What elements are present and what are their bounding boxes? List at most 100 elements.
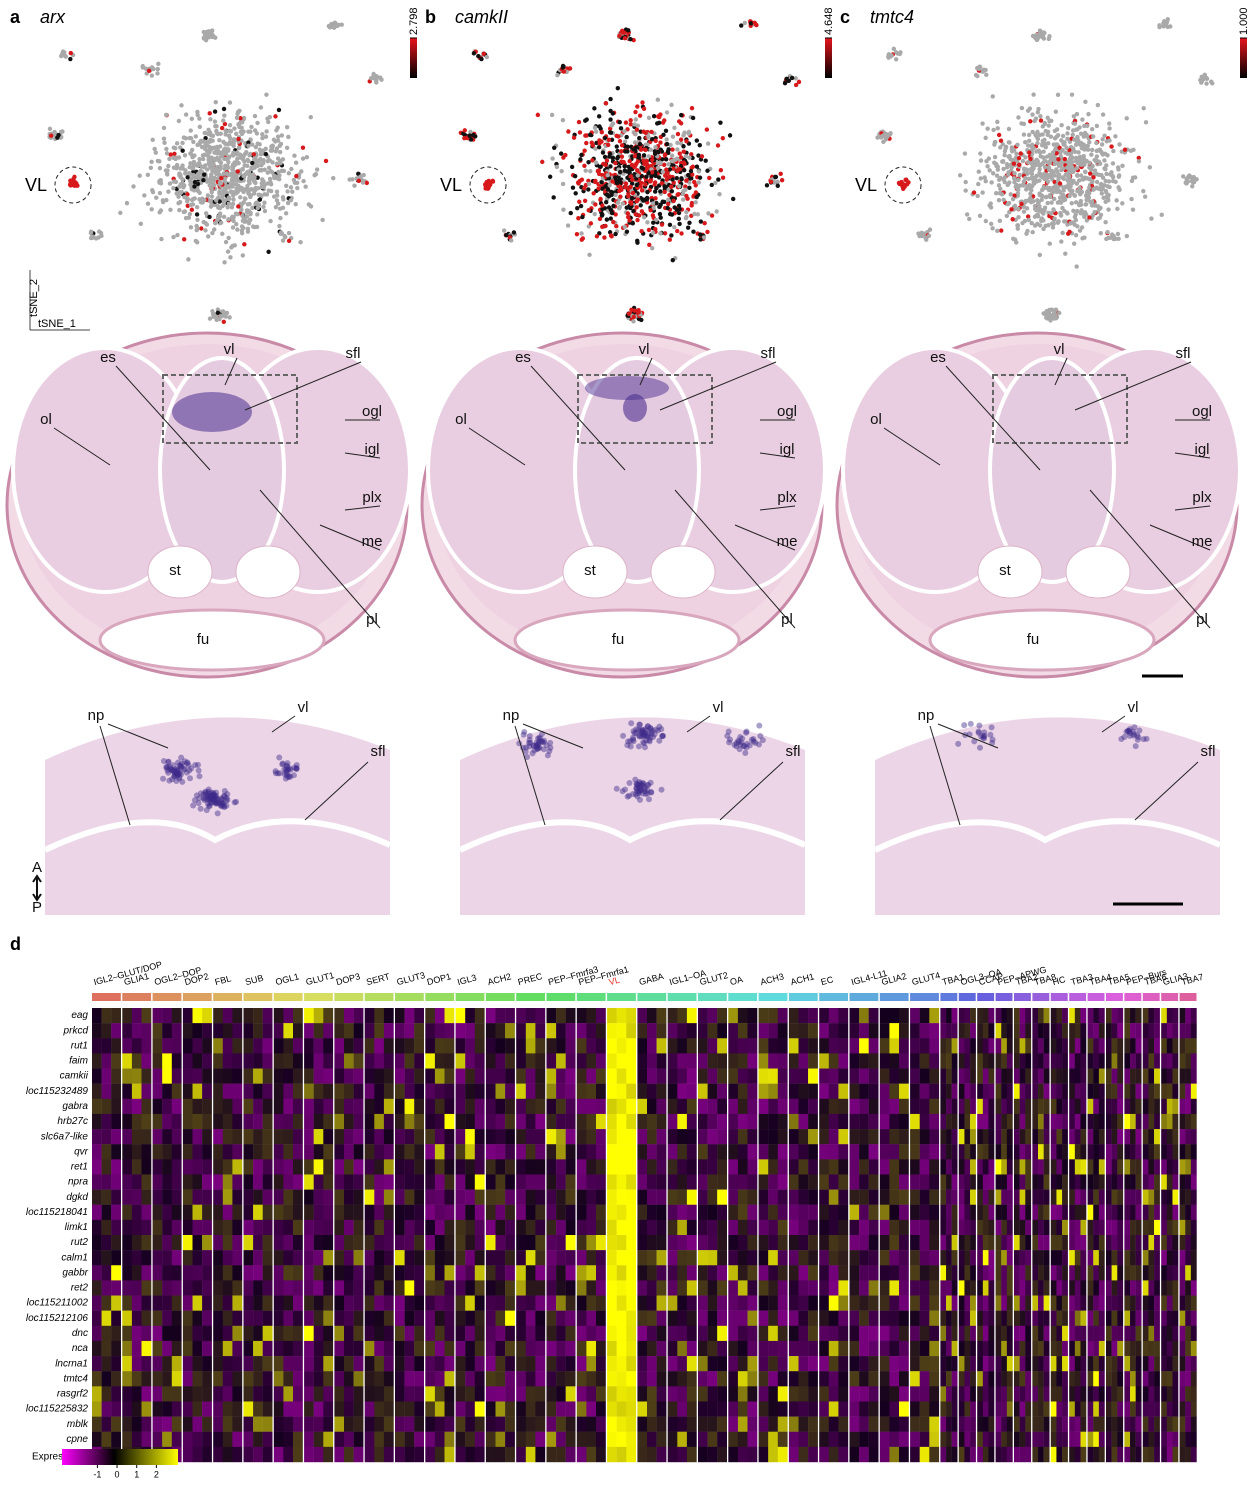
heat-cell (193, 1008, 203, 1023)
tsne-dot (706, 141, 710, 145)
heat-cell (475, 1038, 485, 1053)
stain-dot (968, 721, 974, 727)
tsne-dot (884, 137, 888, 141)
tsne-dot (1077, 178, 1081, 182)
heat-cell (183, 1326, 193, 1341)
heat-cell (414, 1417, 424, 1432)
heat-cell (384, 1432, 394, 1447)
heat-cell (162, 1280, 172, 1295)
tsne-dot (226, 249, 230, 253)
heat-cell (304, 1265, 314, 1280)
heat-cell (274, 1447, 284, 1462)
tsne-dot (611, 220, 615, 224)
tsne-dot (303, 185, 307, 189)
tsne-dot (924, 238, 928, 242)
tsne-dot (681, 197, 685, 201)
heat-cell (232, 1220, 242, 1235)
heat-cell (334, 1023, 344, 1038)
heat-cell (193, 1326, 203, 1341)
heat-cell (122, 1280, 132, 1295)
tsne-dot (206, 132, 210, 136)
tsne-dot (641, 159, 645, 163)
heat-cell (365, 1356, 375, 1371)
tsne-dot (1137, 159, 1141, 163)
cluster-label: OGL1 (274, 971, 300, 987)
heat-cell (122, 1235, 132, 1250)
heat-cell (92, 1220, 102, 1235)
heat-cell (384, 1190, 394, 1205)
heat-cell (274, 1084, 284, 1099)
heat-cell (244, 1296, 254, 1311)
heat-cell (314, 1205, 324, 1220)
tsne-dot (248, 195, 252, 199)
heat-cell (223, 1190, 233, 1205)
tsne-dot (672, 225, 676, 229)
heat-cell (323, 1401, 333, 1416)
tsne-dot (963, 188, 967, 192)
heat-cell (395, 1296, 405, 1311)
tsne-dot (622, 164, 626, 168)
heat-cell (274, 1432, 284, 1447)
tsne-dot (642, 215, 646, 219)
tsne-dot (1106, 207, 1110, 211)
tsne-dot (669, 185, 673, 189)
heat-cell (323, 1129, 333, 1144)
tsne-dot (583, 133, 587, 137)
heat-cell (365, 1371, 375, 1386)
heat-cell (425, 1326, 435, 1341)
heat-cell (232, 1356, 242, 1371)
heat-cell (244, 1069, 254, 1084)
heat-cell (445, 1250, 455, 1265)
heat-cell (414, 1069, 424, 1084)
heat-cell (354, 1038, 364, 1053)
tsne-dot (625, 205, 629, 209)
heat-cell (354, 1417, 364, 1432)
tsne-dot (1149, 216, 1153, 220)
heat-cell (293, 1144, 303, 1159)
heat-cell (323, 1326, 333, 1341)
heat-cell (374, 1190, 384, 1205)
cluster-label: GLUT1 (305, 970, 336, 987)
tsne-dot (471, 133, 475, 137)
heat-cell (314, 1386, 324, 1401)
heat-cell (405, 1084, 415, 1099)
tsne-dot (168, 208, 172, 212)
heat-cell (102, 1205, 112, 1220)
heat-cell (244, 1417, 254, 1432)
tsne-dot (236, 110, 240, 114)
heat-cell (445, 1356, 455, 1371)
tsne-dot (571, 185, 575, 189)
tsne-dot (717, 192, 721, 196)
heat-cell (111, 1417, 121, 1432)
heat-cell (344, 1038, 354, 1053)
cluster-bar (365, 993, 394, 1001)
tsne-dot (324, 159, 328, 163)
tsne-dot (596, 186, 600, 190)
heat-cell (365, 1280, 375, 1295)
tsne-dot (592, 106, 596, 110)
heat-cell (425, 1129, 435, 1144)
tsne-dot (268, 219, 272, 223)
heat-cell (435, 1084, 445, 1099)
heat-cell (172, 1174, 182, 1189)
heat-cell (183, 1038, 193, 1053)
tsne-dot (273, 114, 277, 118)
heat-cell (314, 1401, 324, 1416)
heat-cell (153, 1371, 163, 1386)
heat-cell (365, 1084, 375, 1099)
tsne-dot (1010, 149, 1014, 153)
heat-cell (162, 1235, 172, 1250)
tsne-dot (182, 210, 186, 214)
heat-cell (274, 1341, 284, 1356)
heat-cell (202, 1356, 212, 1371)
heat-cell (344, 1144, 354, 1159)
heat-cell (354, 1099, 364, 1114)
tsne-dot (199, 139, 203, 143)
tsne-dot (1049, 200, 1053, 204)
heat-cell (142, 1023, 152, 1038)
heat-cell (314, 1023, 324, 1038)
tsne-dot (646, 171, 650, 175)
heat-cell (142, 1341, 152, 1356)
tsne-dot (1009, 192, 1013, 196)
tsne-dot (1120, 164, 1124, 168)
